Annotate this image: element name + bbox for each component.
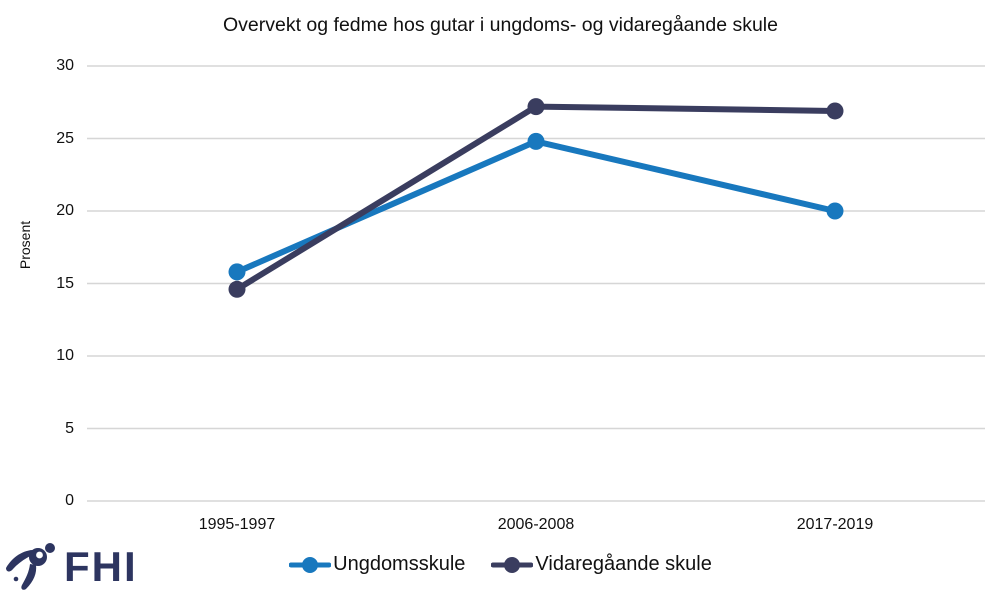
y-axis-tick-label: 15 <box>56 274 74 292</box>
fhi-swoosh-icon <box>6 543 55 590</box>
legend-item-ungdomsskule: Ungdomsskule <box>289 553 465 576</box>
y-axis-tick-label: 25 <box>56 129 74 147</box>
y-axis-tick-label: 30 <box>56 57 74 74</box>
fhi-logo: FHI <box>4 542 138 592</box>
fhi-logo-text: FHI <box>64 543 138 590</box>
line-marker-icon <box>491 556 534 573</box>
y-axis-tick-label: 5 <box>65 419 74 437</box>
y-axis-tick-label: 10 <box>56 347 74 364</box>
chart-title: Overvekt og fedme hos gutar i ungdoms- o… <box>223 14 778 36</box>
legend-label: Ungdomsskule <box>333 553 466 575</box>
y-axis-tick-label: 0 <box>65 492 74 509</box>
y-axis-tick-label: 20 <box>56 202 74 219</box>
legend-item-vidaregaande-skule: Vidaregåande skule <box>491 553 712 576</box>
legend-label: Vidaregåande skule <box>535 553 712 575</box>
line-marker-icon <box>289 556 332 573</box>
x-axis-tick-label: 1995-1997 <box>198 516 276 533</box>
x-axis-tick-label: 2017-2019 <box>796 516 874 533</box>
legend: Ungdomsskule Vidaregåande skule <box>0 553 1001 576</box>
x-axis-tick-label: 2006-2008 <box>497 516 575 533</box>
